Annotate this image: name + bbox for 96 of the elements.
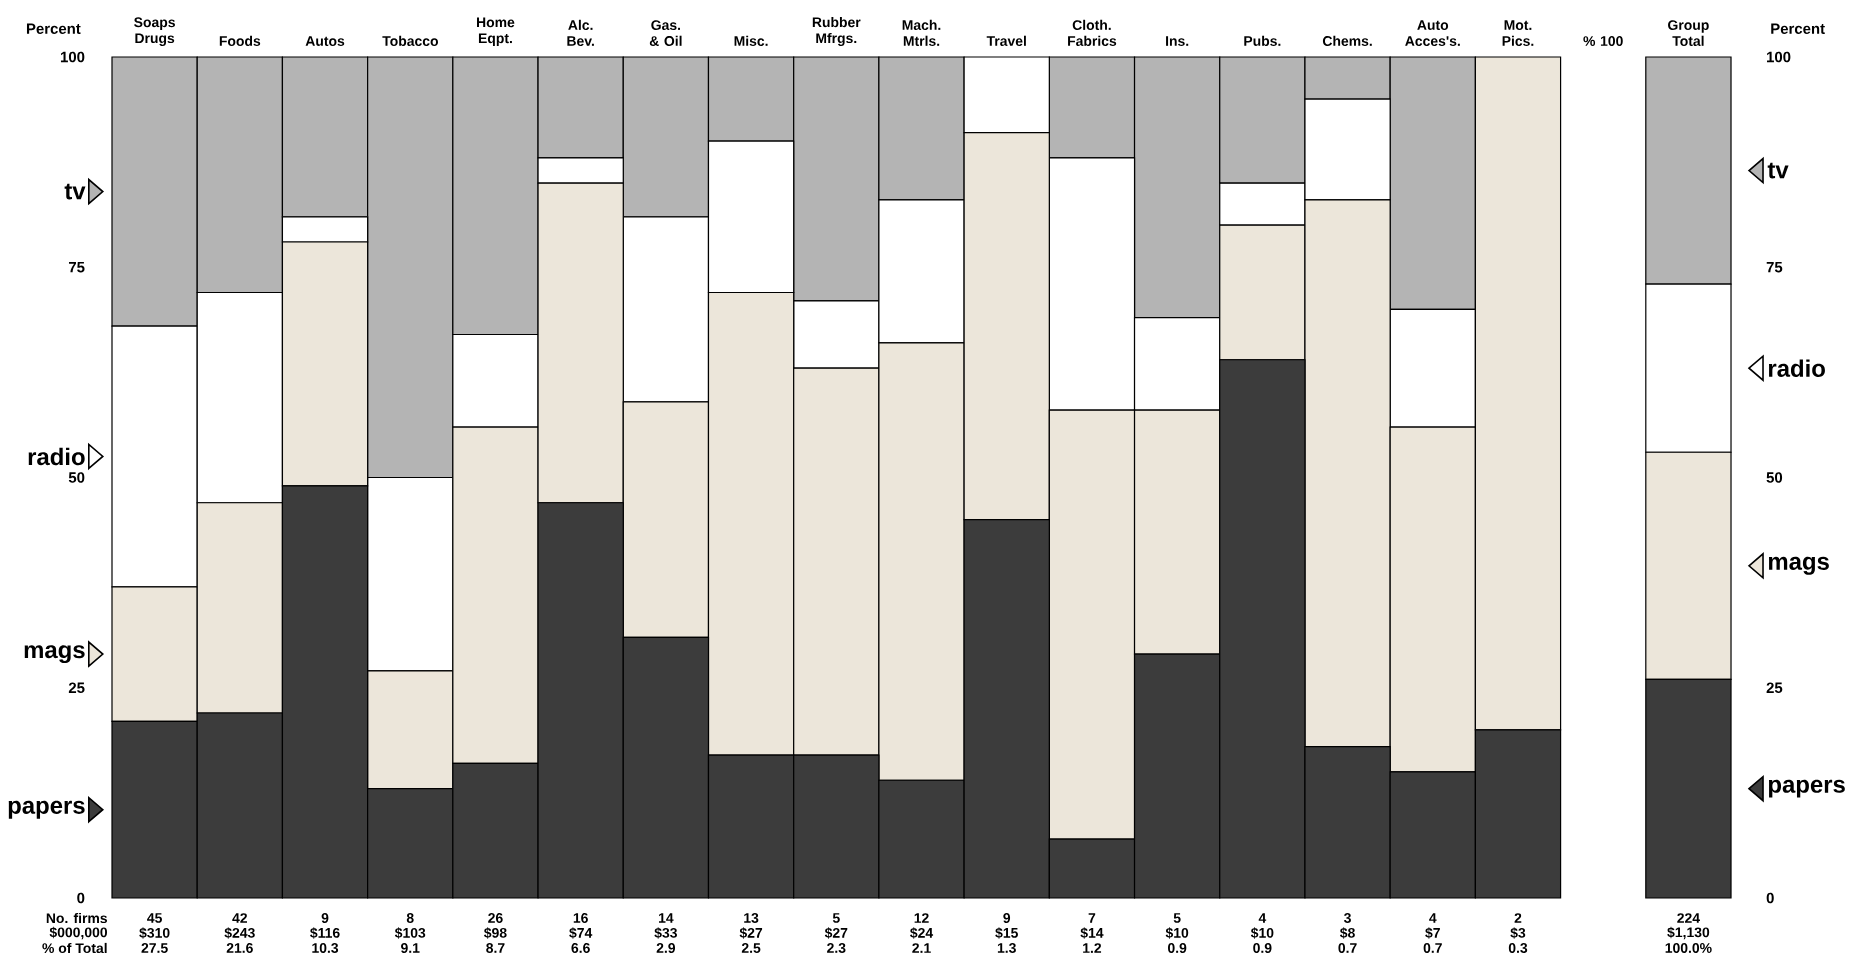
- text: $14: [1080, 927, 1104, 939]
- legend-label: tv: [1767, 162, 1789, 179]
- text: $27: [824, 927, 848, 939]
- text: 1.3: [997, 943, 1016, 953]
- text: $8: [1340, 927, 1355, 939]
- text: 9.1: [401, 943, 420, 953]
- text: % of Total: [42, 942, 107, 954]
- text: 0.9: [1168, 943, 1187, 953]
- x-tick-label: Gas. & Oil: [649, 20, 682, 46]
- text: $243: [224, 927, 255, 939]
- text: 27.5: [141, 943, 168, 953]
- text: 1.2: [1083, 943, 1102, 953]
- text: 12: [914, 913, 929, 923]
- text: 0.7: [1423, 943, 1442, 953]
- x-tick-label: % 100: [1583, 36, 1623, 46]
- text: $98: [484, 927, 507, 939]
- x-tick-label: Soaps Drugs: [134, 17, 175, 46]
- x-tick-label: Travel: [986, 35, 1026, 46]
- text: 5: [832, 913, 840, 923]
- text: $310: [139, 927, 170, 939]
- text: 6.6: [571, 943, 590, 953]
- text: 8.7: [486, 943, 505, 953]
- text: $116: [310, 927, 340, 939]
- text: $15: [995, 927, 1018, 939]
- x-tick-label: Cloth. Fabrics: [1068, 19, 1117, 46]
- text: 5: [1173, 913, 1181, 923]
- x-tick-label: Tobacco: [382, 35, 439, 46]
- x-tick-label: Mach. Mtrls.: [902, 19, 941, 46]
- legend-label: mags: [1768, 556, 1829, 575]
- text: No. firms: [46, 912, 108, 924]
- text: 26: [488, 913, 503, 923]
- text: mags: [24, 645, 85, 664]
- text: $3: [1510, 927, 1526, 939]
- y2-tick-label: 100: [1767, 51, 1791, 63]
- legend-label: papers: [1768, 779, 1845, 798]
- y-tick-label: 50: [68, 472, 85, 483]
- text: papers: [8, 800, 85, 819]
- text: $10: [1165, 927, 1189, 939]
- text: 224: [1677, 913, 1700, 923]
- x-tick-label: Autos: [305, 36, 345, 46]
- text: 2.5: [741, 943, 761, 953]
- y2-axis-title: Percent: [1771, 23, 1825, 34]
- x-tick-label: Rubber Mfrgs.: [812, 16, 861, 46]
- y2-tick-label: 50: [1766, 472, 1783, 483]
- text: 4: [1429, 913, 1437, 923]
- y-tick-label: 100: [60, 51, 85, 63]
- text: 0.7: [1338, 943, 1357, 953]
- text: 3: [1344, 913, 1351, 923]
- text: 0.3: [1508, 943, 1528, 953]
- y2-tick-label: 25: [1766, 682, 1783, 694]
- text: 2.3: [827, 943, 846, 953]
- x-tick-label: Misc.: [734, 35, 768, 46]
- x-tick-label: Foods: [219, 35, 261, 46]
- text: $33: [654, 927, 677, 939]
- text: $000,000: [49, 926, 108, 940]
- text: 13: [744, 913, 759, 923]
- y-tick-label: 75: [68, 262, 85, 273]
- y-tick-label: 25: [68, 682, 85, 694]
- x-tick-label: Auto Acces's.: [1405, 20, 1460, 46]
- text: 2.9: [656, 943, 676, 953]
- x-tick-label: Group Total: [1668, 20, 1709, 46]
- text: 2.1: [912, 943, 931, 953]
- text: tv: [64, 183, 86, 200]
- text: 8: [406, 913, 414, 923]
- y-tick-label: 0: [77, 892, 85, 904]
- text: 21.6: [226, 943, 253, 953]
- text: $7: [1425, 927, 1440, 939]
- text: 9: [321, 913, 329, 923]
- x-tick-label: Ins.: [1166, 36, 1189, 46]
- text: 9: [1003, 913, 1011, 923]
- text: 4: [1258, 913, 1267, 923]
- text: 7: [1088, 913, 1096, 923]
- text: $10: [1250, 927, 1274, 939]
- x-tick-label: Alc. Bev.: [567, 19, 594, 46]
- y-axis-title: Percent: [26, 23, 81, 34]
- text: $103: [394, 927, 426, 939]
- text: 16: [573, 913, 588, 923]
- text: 2: [1514, 913, 1522, 923]
- legend-label: radio: [1768, 359, 1825, 377]
- text: 42: [232, 913, 247, 923]
- y2-tick-label: 75: [1766, 262, 1783, 273]
- text: 45: [147, 913, 162, 923]
- x-tick-label: Pubs.: [1244, 35, 1281, 46]
- text: $24: [910, 927, 934, 939]
- text: 10.3: [312, 943, 339, 953]
- text: $74: [569, 927, 593, 939]
- text: 0.9: [1253, 943, 1272, 953]
- text: $1,130: [1667, 926, 1710, 940]
- x-tick-label: Mot. Pics.: [1502, 20, 1534, 46]
- text: radio: [28, 447, 85, 466]
- x-tick-label: Home Eqpt.: [477, 17, 515, 46]
- y2-tick-label: 0: [1766, 892, 1774, 904]
- x-tick-label: Chems.: [1322, 35, 1372, 46]
- text: 100.0%: [1665, 943, 1712, 953]
- text: $27: [739, 927, 763, 939]
- text: 14: [658, 913, 674, 923]
